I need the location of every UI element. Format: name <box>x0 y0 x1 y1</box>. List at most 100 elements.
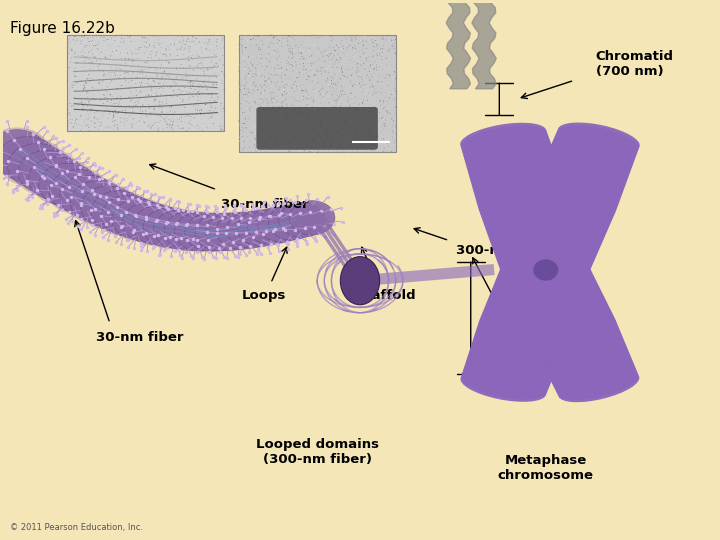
Point <box>336 32 347 40</box>
Point <box>334 126 346 135</box>
Point <box>251 67 262 76</box>
Point <box>246 59 257 68</box>
Point <box>291 82 302 91</box>
Point <box>375 98 387 106</box>
Point <box>263 134 274 143</box>
Point <box>318 130 330 138</box>
Point <box>139 65 150 73</box>
Point <box>342 104 354 112</box>
Point <box>92 72 104 81</box>
Point <box>351 68 363 77</box>
Point <box>351 122 363 130</box>
Point <box>266 118 277 126</box>
Point <box>272 66 284 75</box>
Point <box>268 75 279 84</box>
Point <box>320 104 331 112</box>
Point <box>300 107 311 116</box>
Point <box>252 32 264 41</box>
Point <box>241 132 253 141</box>
Point <box>81 43 92 52</box>
Point <box>346 113 358 122</box>
Point <box>269 105 280 114</box>
Point <box>326 73 338 82</box>
Point <box>86 116 98 125</box>
Point <box>354 143 366 152</box>
Point <box>152 84 163 93</box>
Point <box>148 49 160 58</box>
Point <box>271 124 282 132</box>
Point <box>250 122 261 130</box>
Point <box>82 107 94 116</box>
Point <box>356 60 367 69</box>
Point <box>309 80 320 89</box>
Point <box>254 57 266 65</box>
Ellipse shape <box>518 220 601 252</box>
Point <box>88 52 99 61</box>
Point <box>276 138 287 147</box>
Point <box>64 99 76 108</box>
Point <box>104 91 116 99</box>
Point <box>145 84 157 92</box>
Point <box>361 130 373 139</box>
Point <box>78 102 89 110</box>
Point <box>69 64 81 73</box>
Point <box>161 44 172 52</box>
Point <box>112 109 123 117</box>
Point <box>204 123 216 132</box>
Point <box>166 123 177 131</box>
Point <box>245 34 256 43</box>
Point <box>78 31 90 40</box>
Point <box>276 111 288 120</box>
Point <box>332 72 343 81</box>
Point <box>259 147 271 156</box>
Point <box>369 51 380 59</box>
Point <box>184 88 196 97</box>
Point <box>282 79 293 87</box>
Point <box>84 63 96 71</box>
Point <box>111 99 122 107</box>
Point <box>352 75 364 83</box>
Point <box>245 35 256 44</box>
Point <box>214 120 225 129</box>
Point <box>353 123 364 132</box>
Point <box>329 48 341 56</box>
Point <box>154 34 166 43</box>
Point <box>283 128 294 137</box>
Point <box>269 78 280 87</box>
Point <box>347 71 359 79</box>
Point <box>382 46 393 55</box>
Point <box>199 94 211 103</box>
Point <box>190 99 202 107</box>
Point <box>199 100 211 109</box>
Point <box>355 42 366 50</box>
Point <box>143 75 154 84</box>
Point <box>135 55 146 64</box>
Ellipse shape <box>112 199 166 240</box>
Point <box>362 146 374 154</box>
Point <box>141 112 153 120</box>
Point <box>136 114 148 123</box>
Point <box>77 102 89 111</box>
Point <box>360 145 372 153</box>
Point <box>64 89 76 97</box>
Point <box>279 118 291 126</box>
Point <box>166 83 177 91</box>
Point <box>171 74 182 83</box>
Point <box>273 85 284 94</box>
Point <box>153 75 164 84</box>
Point <box>371 85 382 94</box>
Point <box>280 80 292 89</box>
Point <box>346 89 357 98</box>
Point <box>278 86 289 94</box>
Point <box>369 86 380 94</box>
Point <box>377 140 389 149</box>
Point <box>203 110 215 118</box>
Point <box>274 131 285 140</box>
Point <box>309 70 320 79</box>
Point <box>106 96 117 104</box>
Point <box>208 46 220 55</box>
Point <box>237 109 248 117</box>
Point <box>315 117 327 126</box>
Point <box>389 68 400 76</box>
Ellipse shape <box>552 359 634 390</box>
